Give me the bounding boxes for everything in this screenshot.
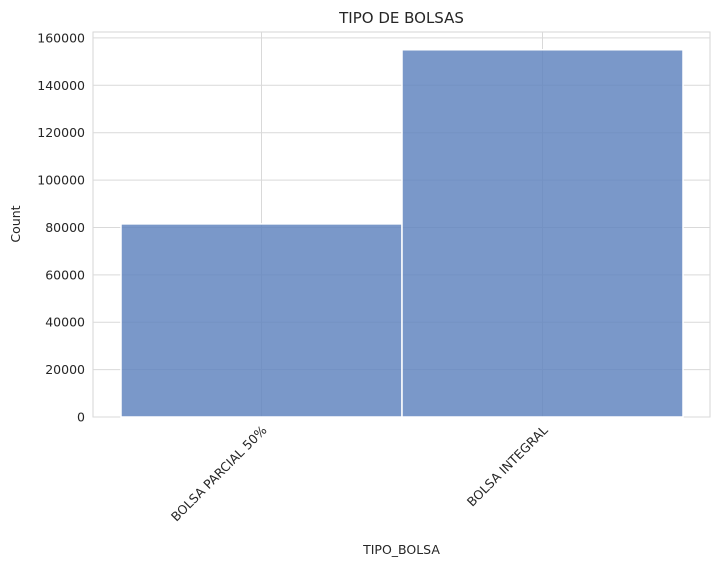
x-tick-label: BOLSA PARCIAL 50% bbox=[168, 422, 270, 524]
y-axis-ticks: 0 20000 40000 60000 80000 100000 120000 140000 1… bbox=[37, 30, 85, 424]
y-tick-label: 0 bbox=[77, 410, 85, 425]
x-axis-label: TIPO_BOLSA bbox=[362, 542, 440, 557]
y-axis-label: Count bbox=[8, 205, 23, 242]
chart-title: TIPO DE BOLSAS bbox=[338, 9, 464, 27]
y-tick-label: 100000 bbox=[37, 173, 85, 188]
y-tick-label: 160000 bbox=[37, 30, 85, 45]
bar bbox=[401, 49, 684, 418]
y-tick-label: 140000 bbox=[37, 78, 85, 93]
y-tick-label: 20000 bbox=[45, 362, 85, 377]
y-tick-label: 120000 bbox=[37, 125, 85, 140]
bar bbox=[120, 223, 403, 418]
x-axis-ticks: BOLSA PARCIAL 50% BOLSA INTEGRAL bbox=[168, 422, 551, 524]
y-tick-label: 60000 bbox=[45, 267, 85, 282]
x-tick-label: BOLSA INTEGRAL bbox=[464, 422, 551, 509]
bars bbox=[120, 49, 684, 418]
y-tick-label: 40000 bbox=[45, 315, 85, 330]
y-tick-label: 80000 bbox=[45, 220, 85, 235]
